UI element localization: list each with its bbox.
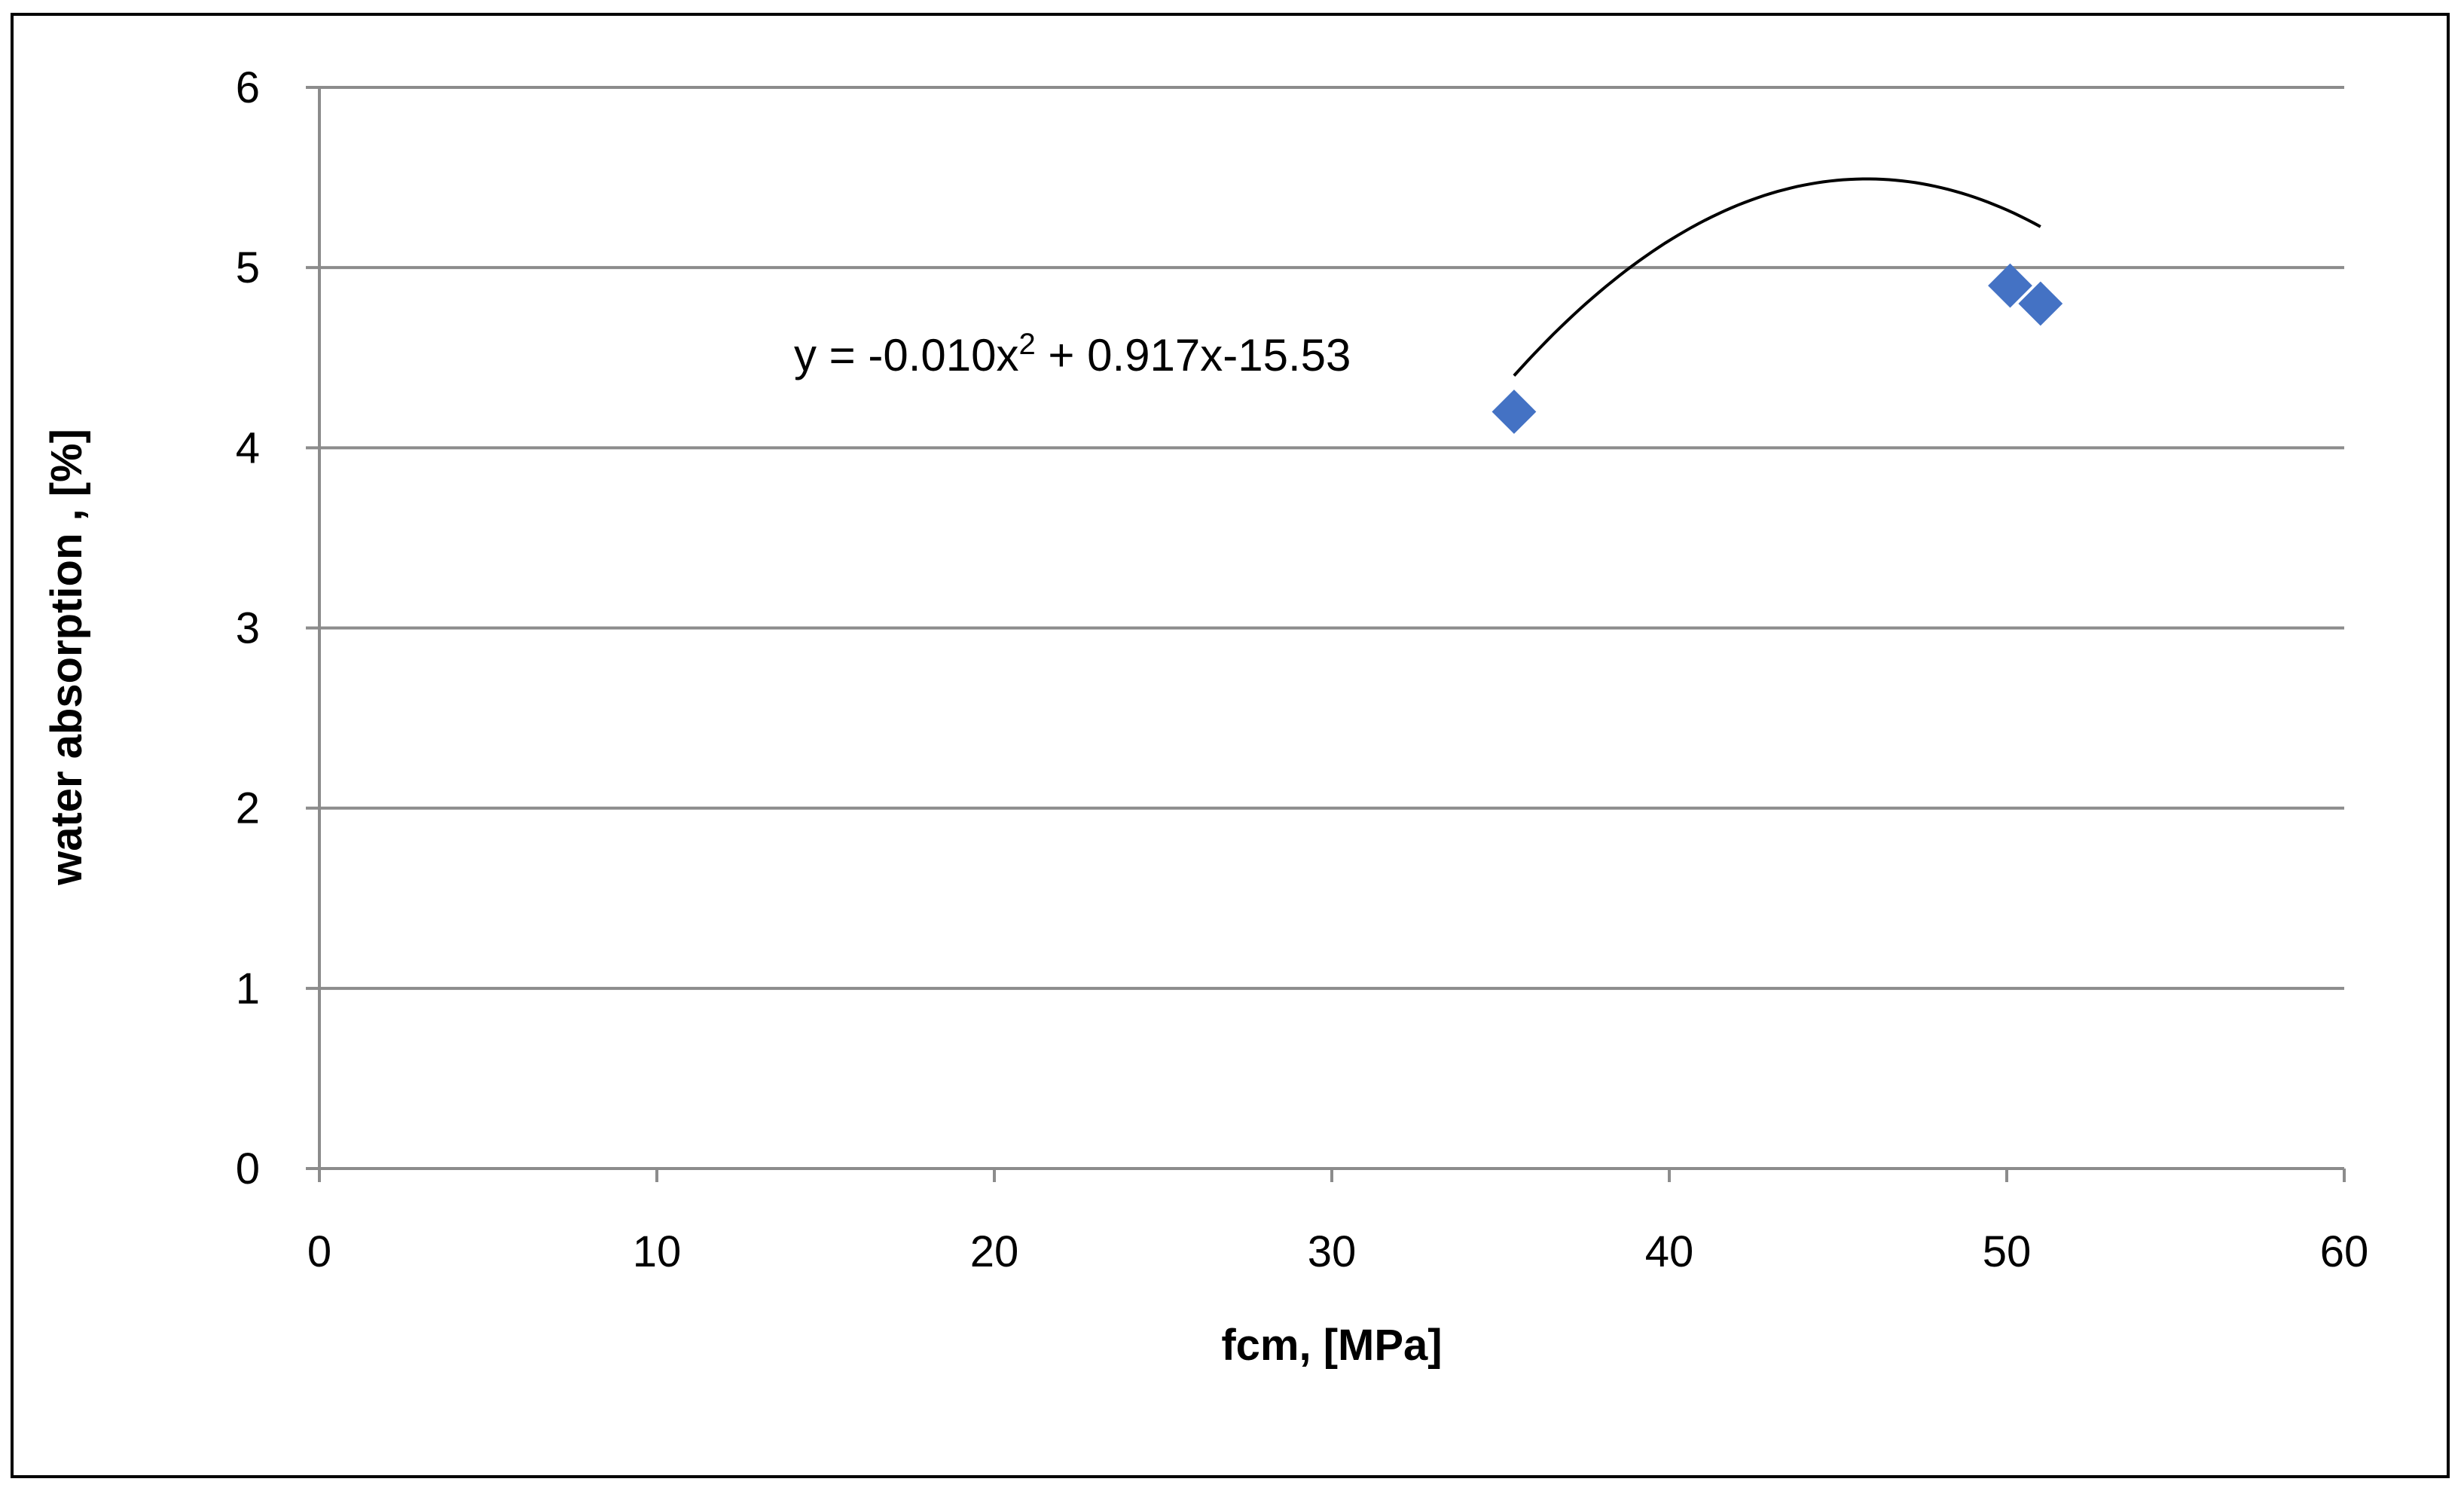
y-tick-label-6: 6: [236, 63, 260, 112]
y-axis-title: water absorption , [%]: [42, 429, 91, 886]
chart-frame: [11, 13, 2450, 1478]
equation-prefix: y = -0.010x: [794, 330, 1019, 380]
x-tick-label-10: 10: [633, 1227, 682, 1276]
y-tick-label-1: 1: [236, 964, 260, 1013]
data-points: [1492, 263, 2063, 434]
y-tick-label-4: 4: [236, 423, 260, 472]
x-tick-label-50: 50: [1983, 1227, 2032, 1276]
trendline-equation: y = -0.010x2 + 0.917x-15.53: [794, 328, 1351, 380]
x-axis-title: fcm, [MPa]: [1221, 1321, 1442, 1370]
equation-suffix: + 0.917x-15.53: [1036, 330, 1351, 380]
data-point-2: [2018, 281, 2063, 326]
y-tick-label-5: 5: [236, 243, 260, 292]
y-tick-label-0: 0: [236, 1144, 260, 1193]
data-point-1: [1988, 263, 2032, 308]
trendline-curve: [1513, 177, 2041, 377]
x-tick-label-20: 20: [970, 1227, 1019, 1276]
y-tick-label-3: 3: [236, 604, 260, 653]
equation-superscript: 2: [1019, 328, 1036, 361]
x-tick-label-30: 30: [1308, 1227, 1357, 1276]
x-tick-label-60: 60: [2320, 1227, 2369, 1276]
y-tick-label-2: 2: [236, 784, 260, 833]
x-tick-label-0: 0: [307, 1227, 331, 1276]
gridlines: [319, 86, 2344, 990]
data-point-0: [1492, 390, 1537, 434]
x-tick-label-40: 40: [1645, 1227, 1694, 1276]
trendline: [1513, 177, 2041, 377]
axes: [306, 86, 2346, 1182]
